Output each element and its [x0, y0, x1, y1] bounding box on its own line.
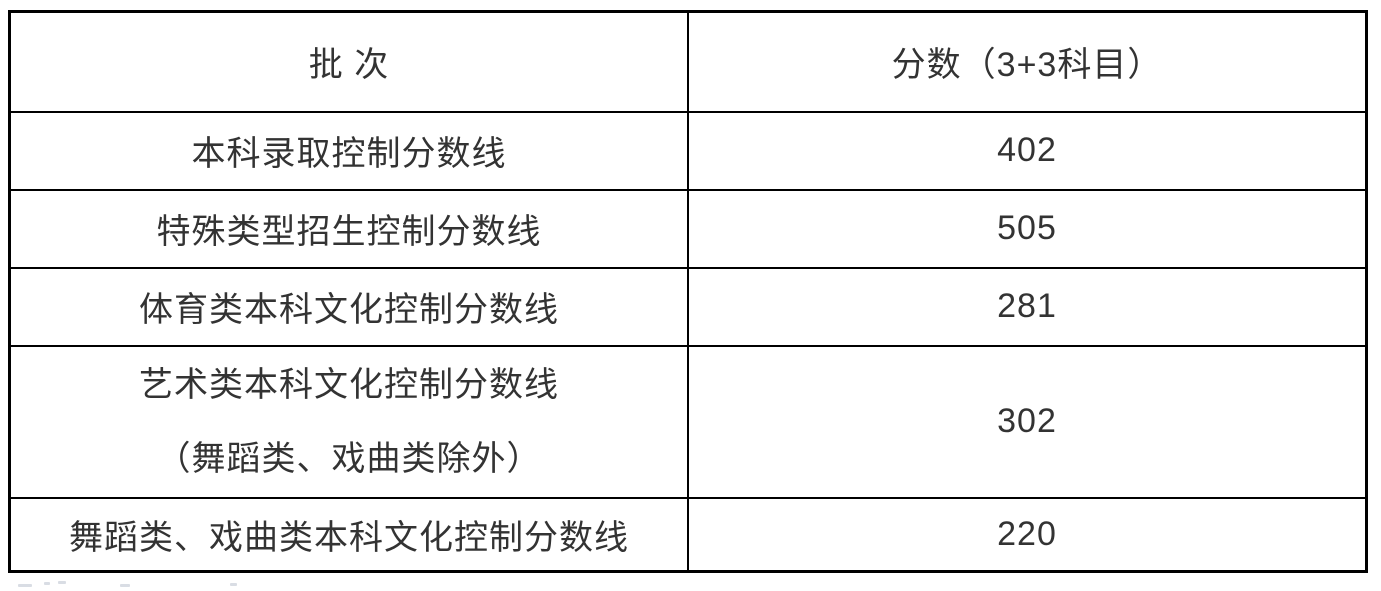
score-cell: 302 — [687, 344, 1368, 499]
batch-cell: 特殊类型招生控制分数线 — [8, 188, 689, 269]
column-header-score: 分数（3+3科目） — [687, 10, 1368, 113]
column-header-batch: 批 次 — [8, 10, 689, 113]
table-row: 艺术类本科文化控制分数线 （舞蹈类、戏曲类除外） 302 — [8, 344, 1368, 499]
cropped-text-fragment — [18, 584, 32, 587]
table-row: 本科录取控制分数线 402 — [8, 110, 1368, 191]
batch-cell: 舞蹈类、戏曲类本科文化控制分数线 — [8, 496, 689, 573]
table-row: 体育类本科文化控制分数线 281 — [8, 266, 1368, 347]
table-header-row: 批 次 分数（3+3科目） — [8, 10, 1368, 113]
admission-score-table: 批 次 分数（3+3科目） 本科录取控制分数线 402 特殊类型招生控制分数线 … — [8, 10, 1368, 573]
cropped-text-fragment — [120, 584, 130, 587]
cropped-text-fragment — [58, 581, 66, 584]
batch-cell: 艺术类本科文化控制分数线 （舞蹈类、戏曲类除外） — [8, 344, 689, 499]
table-row: 舞蹈类、戏曲类本科文化控制分数线 220 — [8, 496, 1368, 573]
score-cell: 402 — [687, 110, 1368, 191]
table-row: 特殊类型招生控制分数线 505 — [8, 188, 1368, 269]
batch-cell: 本科录取控制分数线 — [8, 110, 689, 191]
score-cell: 220 — [687, 496, 1368, 573]
cropped-text-fragment — [44, 582, 50, 585]
batch-cell-line2: （舞蹈类、戏曲类除外） — [156, 439, 542, 478]
cropped-text-fragment — [230, 583, 237, 586]
batch-cell-line1: 艺术类本科文化控制分数线 — [139, 365, 559, 404]
score-cell: 505 — [687, 188, 1368, 269]
score-cell: 281 — [687, 266, 1368, 347]
batch-cell: 体育类本科文化控制分数线 — [8, 266, 689, 347]
